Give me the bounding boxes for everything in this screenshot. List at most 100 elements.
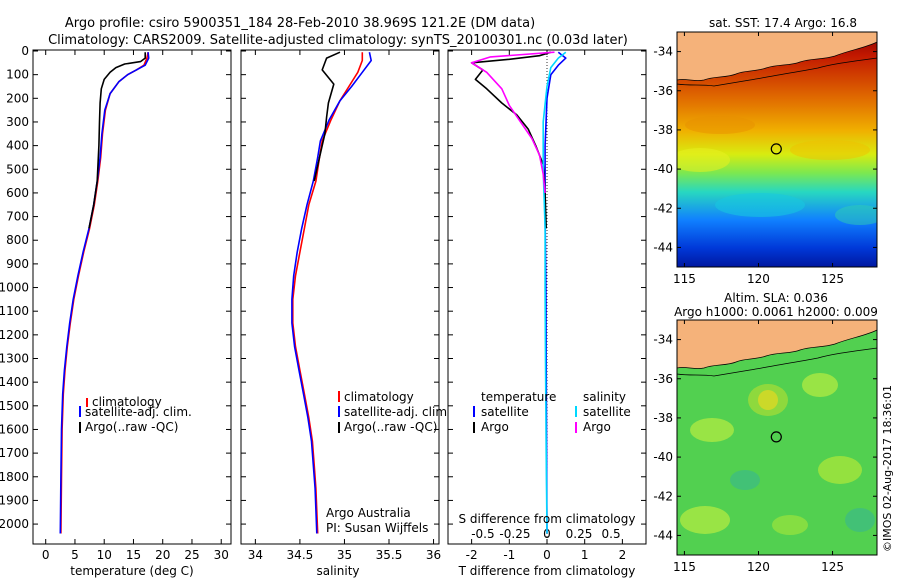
- legend-label-argo: Argo(..raw -QC): [85, 420, 178, 434]
- x-tick-label: 15: [126, 548, 141, 562]
- legend-label-satellite: satellite-adj. clim.: [85, 405, 192, 419]
- s-diff-tick-label: -0.5: [471, 527, 494, 541]
- sst-contour: [676, 57, 878, 87]
- series-line-argo-raw-qc: [88, 52, 146, 229]
- sla-texture: [680, 373, 875, 535]
- x-tick-label: 20: [155, 548, 170, 562]
- legend-label-sal-satellite: satellite: [583, 405, 631, 419]
- series-line-salinity-argo: [470, 51, 555, 193]
- salinity-series: [291, 51, 373, 534]
- x-tick-label: -2: [466, 548, 478, 562]
- credit-institution: Argo Australia: [326, 506, 411, 520]
- s-diff-tick-label: 0.25: [566, 527, 593, 541]
- lat-tick-label: -38: [653, 123, 673, 137]
- depth-axis: 0 100 200 300 400 500 600 700 800 900 1000 1100 1200…: [0, 44, 231, 531]
- salinity-axes-frame: [240, 49, 440, 545]
- x-tick-label: 5: [71, 548, 79, 562]
- x-tick-label: 25: [184, 548, 199, 562]
- lon-tick-label: 115: [673, 560, 696, 574]
- sla-map: Altim. SLA: 0.036 Argo h1000: 0.0061 h20…: [653, 291, 878, 574]
- x-tick-label: 0: [42, 548, 50, 562]
- x-tick-label: 35.5: [376, 548, 403, 562]
- sst-texture: [677, 116, 877, 225]
- depth-tick-label: 900: [6, 257, 29, 271]
- x-tick-label: 0: [543, 548, 551, 562]
- sst-lat-axis: -34 -36 -38 -40 -42 -44: [653, 45, 877, 254]
- series-line-argo-raw-qc: [313, 51, 341, 182]
- lon-tick-label: 115: [673, 272, 696, 286]
- lon-tick-label: 125: [821, 560, 844, 574]
- depth-tick-label: 200: [6, 91, 29, 105]
- sla-lat-axis: -34 -36 -38 -40 -42 -44: [653, 333, 877, 542]
- depth-tick-label: 1700: [0, 446, 29, 460]
- lat-tick-label: -36: [653, 84, 673, 98]
- lat-tick-label: -38: [653, 411, 673, 425]
- sla-map-title-2: Argo h1000: 0.0061 h2000: 0.009: [674, 305, 878, 319]
- depth-tick-label: 2000: [0, 517, 29, 531]
- s-diff-tick-label: 0.5: [602, 527, 621, 541]
- temperature-xlabel: temperature (deg C): [70, 564, 193, 578]
- temperature-axes-frame: [32, 49, 232, 545]
- sst-lon-axis: 115 120 125: [673, 32, 844, 286]
- depth-tick-label: 800: [6, 233, 29, 247]
- salinity-y-ticks: [241, 50, 439, 525]
- sla-contour: [676, 347, 878, 377]
- legend-label-climatology: climatology: [344, 390, 414, 404]
- lat-tick-label: -34: [653, 45, 673, 59]
- temperature-x-axis: 0 5 10 15 20 25 30: [42, 50, 229, 562]
- legend-label-climatology: climatology: [92, 395, 162, 409]
- title-line-2: Climatology: CARS2009. Satellite-adjuste…: [48, 33, 628, 48]
- x-tick-label: 2: [619, 548, 627, 562]
- depth-tick-label: 1500: [0, 399, 29, 413]
- s-diff-tick-label: 0: [543, 527, 551, 541]
- copyright-stamp: ©IMOS 02-Aug-2017 18:36:01: [881, 385, 894, 552]
- difference-series: [470, 51, 567, 534]
- depth-tick-label: 1900: [0, 493, 29, 507]
- credit-pi: PI: Susan Wijffels: [326, 521, 428, 535]
- sla-land: [676, 319, 878, 369]
- series-line-temperature-argo: [470, 51, 552, 229]
- x-tick-label: 10: [97, 548, 112, 562]
- legend-label-temp-argo: Argo: [481, 420, 509, 434]
- depth-tick-label: 300: [6, 115, 29, 129]
- series-line-salinity-satellite: [542, 51, 567, 534]
- lat-tick-label: -40: [653, 162, 673, 176]
- depth-tick-label: 500: [6, 162, 29, 176]
- salinity-difference-label: S difference from climatology: [459, 512, 636, 526]
- depth-tick-label: 1600: [0, 422, 29, 436]
- salinity-panel: 34 34.5 35 35.5 36 salinity climatology sate…: [240, 49, 451, 578]
- salinity-x-axis: 34 34.5 35 35.5 36: [248, 50, 441, 562]
- salinity-legend: climatology satellite-adj. clim. Argo(..…: [338, 390, 451, 434]
- sst-map: sat. SST: 17.4 Argo: 16.8: [653, 16, 878, 286]
- lat-tick-label: -44: [653, 528, 673, 542]
- legend-label-satellite: satellite-adj. clim.: [344, 405, 451, 419]
- legend-label-sal-argo: Argo: [583, 420, 611, 434]
- title-line-1: Argo profile: csiro 5900351_184 28-Feb-2…: [65, 16, 535, 31]
- lon-tick-label: 125: [821, 272, 844, 286]
- sla-frame: [676, 319, 878, 556]
- x-tick-label: 34: [248, 548, 263, 562]
- depth-tick-label: 100: [6, 68, 29, 82]
- difference-y-ticks: [448, 50, 646, 525]
- lat-tick-label: -42: [653, 489, 673, 503]
- sla-lon-axis: 115 120 125: [673, 320, 844, 574]
- sla-map-title-1: Altim. SLA: 0.036: [724, 291, 828, 305]
- sst-land: [676, 31, 878, 81]
- sst-float-marker: [770, 143, 782, 155]
- lat-tick-label: -34: [653, 333, 673, 347]
- depth-tick-label: 1100: [0, 304, 29, 318]
- legend-title-temperature: temperature: [481, 390, 556, 404]
- legend-label-temp-satellite: satellite: [481, 405, 529, 419]
- sst-frame: [676, 31, 878, 268]
- x-tick-label: 34.5: [287, 548, 314, 562]
- depth-tick-label: 1000: [0, 281, 29, 295]
- x-tick-label: 30: [214, 548, 229, 562]
- lat-tick-label: -42: [653, 201, 673, 215]
- temperature-series: [59, 52, 150, 534]
- depth-tick-label: 400: [6, 139, 29, 153]
- difference-panel: -2 -1 0 1 2 -0.5 -0.25 0 0.25 0.5 S difference f…: [447, 49, 647, 578]
- lat-tick-label: -40: [653, 450, 673, 464]
- s-diff-tick-label: -0.25: [499, 527, 530, 541]
- lat-tick-label: -44: [653, 240, 673, 254]
